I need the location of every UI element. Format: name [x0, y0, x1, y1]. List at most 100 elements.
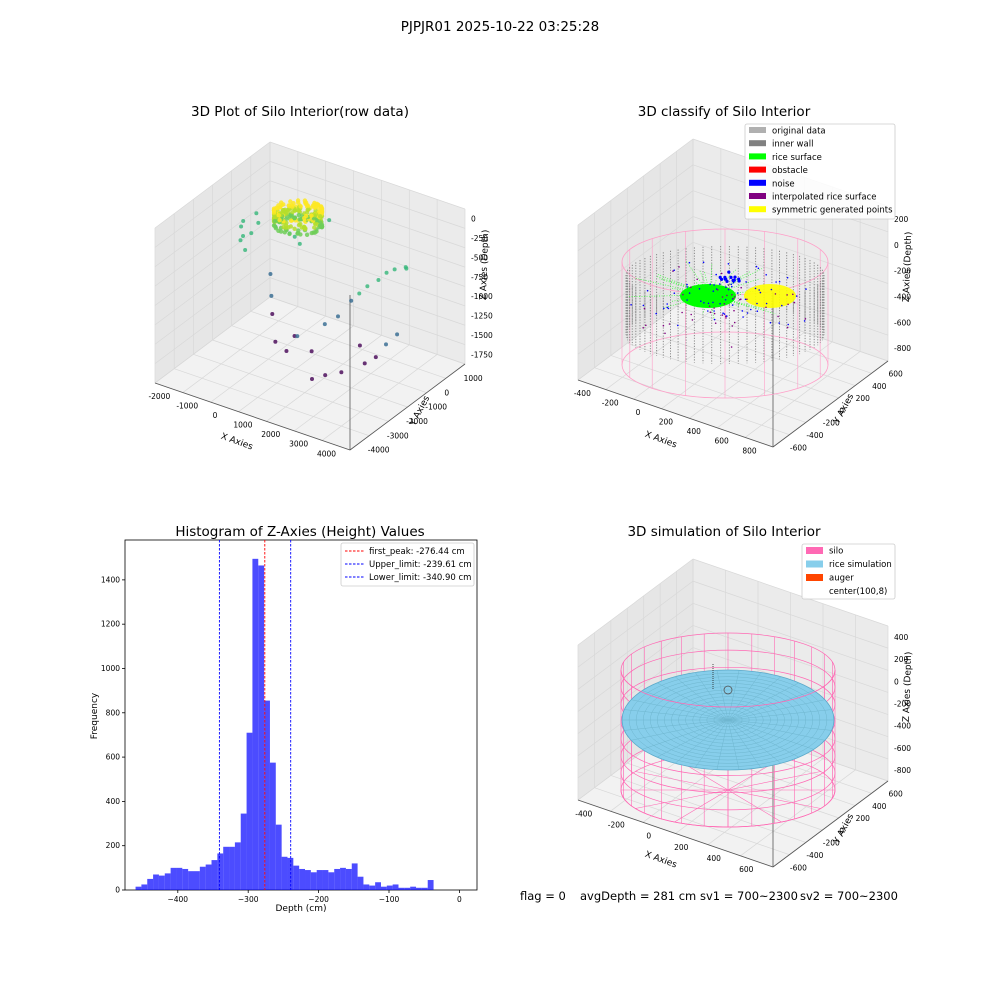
- z-tick-label: -1500: [471, 331, 493, 340]
- noise-point: [719, 302, 721, 305]
- grid-line: [689, 332, 805, 419]
- noise-point: [700, 300, 702, 303]
- scatter-point: [373, 355, 378, 360]
- scatter-point: [284, 349, 289, 354]
- histogram-bar: [322, 870, 329, 890]
- scatter-point: [318, 204, 324, 210]
- noise-point: [691, 319, 694, 321]
- y-tick-label: 0: [444, 388, 449, 397]
- noise-point: [731, 279, 736, 283]
- noise-point: [755, 265, 758, 268]
- z-tick-label: 200: [894, 655, 909, 664]
- noise-point: [721, 314, 724, 316]
- surface-mesh: [631, 719, 729, 741]
- z-tick-label: -200: [894, 700, 911, 709]
- surface-mesh: [656, 682, 729, 721]
- z-axis-label: Z Axies (Depth): [479, 230, 491, 301]
- noise-point: [712, 301, 714, 304]
- symmetric-points-cluster: [744, 284, 796, 308]
- histogram-bar: [211, 860, 218, 890]
- rice-surface-points: [670, 287, 711, 296]
- z-tick-label: -400: [894, 292, 911, 301]
- footer-avg-depth: avgDepth = 281 cm: [580, 889, 696, 903]
- footer-flag: flag = 0: [520, 889, 566, 903]
- legend-label: obstacle: [772, 166, 808, 176]
- grid-line: [660, 318, 856, 386]
- y-tick-label: -600: [790, 443, 807, 452]
- x-axis-label: X Axies: [643, 430, 678, 451]
- noise-point: [708, 305, 711, 308]
- histogram-bar: [199, 866, 206, 890]
- z-tick-label: 0: [894, 677, 899, 686]
- legend: silo rice simulation auger center(100,8): [801, 543, 896, 600]
- rice-surface-points: [628, 294, 711, 297]
- figure-suptitle: PJPJR01 2025-10-22 03:25:28: [401, 19, 599, 35]
- y-tick-label: 600: [889, 790, 904, 799]
- noise-point: [745, 281, 747, 283]
- rice-surface-points: [655, 275, 711, 296]
- histogram-bar: [240, 813, 247, 890]
- rice-surface-points: [685, 260, 711, 296]
- legend-swatch: [806, 560, 823, 568]
- noise-point: [682, 293, 684, 296]
- histogram-bar: [340, 867, 346, 890]
- scatter-point: [239, 224, 244, 229]
- noise-point: [646, 289, 649, 292]
- noise-point: [718, 283, 721, 285]
- noise-point: [731, 294, 733, 296]
- noise-point: [727, 263, 730, 265]
- scatter-point: [357, 343, 362, 348]
- scatter-point: [277, 217, 282, 223]
- scatter-point: [291, 201, 296, 206]
- histogram-bar: [380, 886, 387, 890]
- histogram-bar: [147, 878, 154, 890]
- scatter-point: [254, 211, 259, 216]
- noise-point: [655, 312, 657, 315]
- histogram-bar: [275, 824, 282, 890]
- z-tick-label: -800: [894, 344, 911, 353]
- grid-line: [154, 296, 271, 384]
- scatter-point: [309, 349, 314, 354]
- grid-line: [269, 238, 466, 307]
- z-tick-label: -750: [471, 273, 488, 282]
- surface-mesh: [727, 670, 740, 721]
- y-tick-label: -3000: [387, 431, 409, 440]
- noise-point: [707, 310, 709, 312]
- grid-line: [250, 311, 446, 379]
- noise-point: [630, 304, 632, 306]
- histogram-bar: [246, 732, 253, 890]
- noise-point: [714, 322, 717, 325]
- scatter-point: [270, 312, 275, 317]
- y-tick-label: 1200: [101, 620, 120, 629]
- surface-mesh: [716, 719, 729, 770]
- histogram-bar: [427, 880, 434, 890]
- grid-line: [231, 325, 427, 393]
- surface-mesh: [727, 719, 800, 758]
- noise-point: [723, 313, 726, 315]
- x-tick-label: 400: [687, 427, 702, 436]
- histogram-bar: [205, 864, 212, 890]
- y-axis-line: [772, 360, 889, 448]
- legend-label: rice simulation: [829, 560, 892, 570]
- histogram-bar: [158, 875, 165, 890]
- grid-line: [633, 312, 749, 400]
- legend-label: original data: [772, 127, 826, 137]
- noise-point: [643, 307, 646, 310]
- y-tick-label: -200: [823, 419, 840, 428]
- grid-line: [269, 199, 466, 268]
- noise-point: [723, 303, 726, 305]
- grid-line: [692, 216, 889, 284]
- noise-point: [696, 278, 698, 281]
- x-tick-label: 0: [457, 895, 462, 904]
- grid-line: [692, 625, 889, 693]
- histogram-bar: [176, 867, 183, 890]
- y-tick-label: -200: [823, 839, 840, 848]
- noise-point: [737, 277, 741, 281]
- grid-line: [692, 580, 889, 649]
- surface-mesh: [674, 676, 729, 721]
- noise-point: [795, 295, 798, 297]
- grid-line: [154, 180, 271, 268]
- grid-line: [154, 277, 271, 364]
- noise-point: [758, 289, 760, 291]
- y-tick-label: -400: [806, 851, 823, 860]
